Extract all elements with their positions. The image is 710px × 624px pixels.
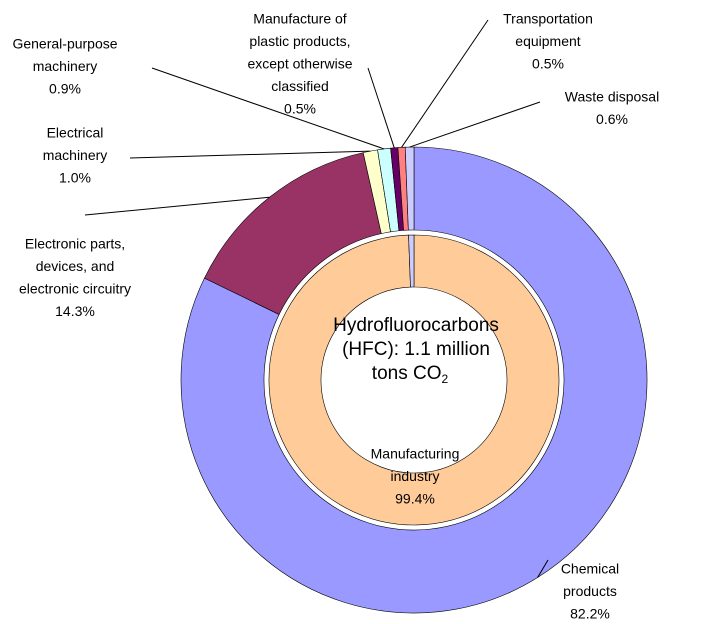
slice-label: equipment (515, 33, 580, 49)
value-label: 0.9% (49, 81, 81, 97)
slice-label: Electrical (47, 125, 104, 141)
value-label: 82.2% (570, 606, 610, 622)
slice-label: Transportation (503, 11, 593, 27)
leader-line (401, 19, 489, 148)
slice (268, 234, 560, 526)
slice (404, 146, 415, 231)
slice-label: except otherwise (247, 56, 352, 72)
center-text: tons CO2 (372, 363, 449, 386)
value-label: 14.3% (55, 303, 95, 319)
slice (180, 146, 648, 614)
leader-line (537, 559, 549, 578)
leader-line (409, 101, 541, 148)
slice-label: classified (271, 78, 329, 94)
value-label: 0.5% (532, 56, 564, 72)
center-text: tons CO (372, 363, 442, 384)
center-subscript: 2 (442, 372, 449, 386)
leader-line (129, 150, 371, 159)
leader-line (84, 196, 270, 216)
center-text: (HFC): 1.1 million (342, 339, 490, 360)
value-label: 0.5% (284, 101, 316, 117)
value-label: 1.0% (59, 170, 91, 186)
slice (408, 234, 415, 288)
slice-label: machinery (33, 58, 98, 74)
value-label: 0.6% (596, 111, 628, 127)
slice-label: plastic products, (249, 33, 350, 49)
center-text: Hydrofluorocarbons (333, 315, 499, 336)
slice-label: Manufacture of (253, 11, 346, 27)
slice-label: Electronic parts, (25, 236, 125, 252)
slice-label: Waste disposal (565, 89, 659, 105)
slice-label: products (563, 583, 617, 599)
slice-label: General-purpose (12, 36, 117, 52)
slice-label: electronic circuitry (19, 281, 131, 297)
slice-label: industry (390, 468, 439, 484)
slice-label: machinery (43, 147, 108, 163)
value-label: 99.4% (395, 491, 435, 507)
slice-label: Manufacturing (371, 446, 460, 462)
slice-label: devices, and (36, 258, 115, 274)
slice-label: Chemical (561, 561, 619, 577)
leader-line (151, 67, 385, 150)
leader-line (367, 67, 395, 148)
